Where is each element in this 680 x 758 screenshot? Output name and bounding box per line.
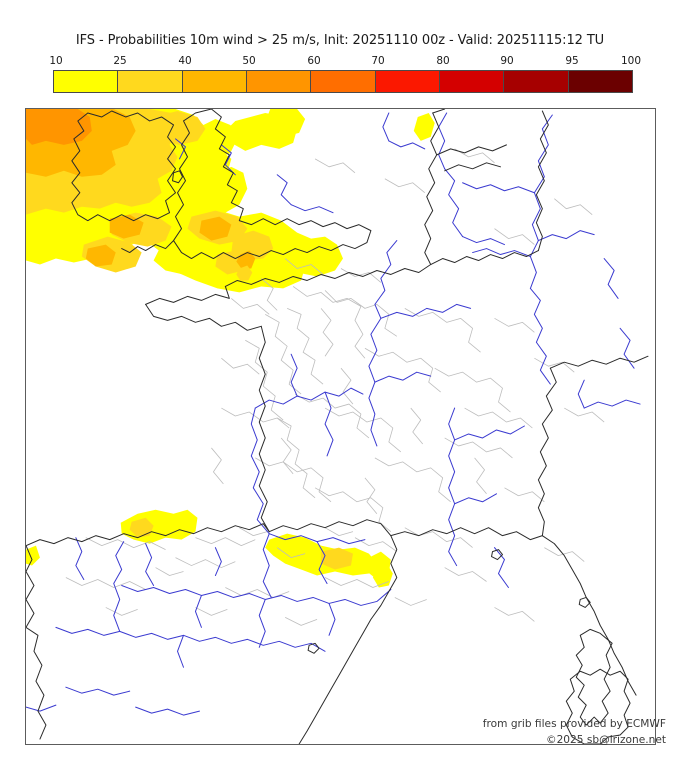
- colorbar-segment-50-60: [246, 71, 312, 92]
- border-alps: [537, 367, 557, 537]
- colorbar-tick-4: 60: [307, 55, 321, 67]
- colorbar-segment-10-25: [54, 71, 119, 92]
- coastline-netherlands: [432, 109, 446, 114]
- contour-fill-25-north-sea-patch: [267, 109, 306, 137]
- colorbar-scale: [53, 70, 633, 93]
- colorbar-tick-5: 70: [371, 55, 385, 67]
- coastline-france-north: [224, 264, 432, 287]
- coastline-corsica: [575, 628, 613, 726]
- coastline-cornwall: [121, 240, 175, 254]
- contour-fill-50-brittany-hot: [85, 244, 116, 267]
- contour-fill-40-wales-patch: [149, 110, 206, 145]
- colorbar-tick-9: 100: [620, 55, 642, 67]
- coastline-isle-of-man: [172, 170, 184, 184]
- coastline-spain-north: [26, 523, 270, 547]
- contour-fill-40-cantabria-core: [129, 517, 154, 538]
- colorbar-tick-labels: 10 25 40 50 60 70 80 90 95 100: [49, 55, 641, 70]
- coastline-island-small-3: [491, 549, 503, 561]
- colorbar-tick-1: 25: [113, 55, 127, 67]
- coastline-brittany: [145, 285, 230, 305]
- map-canvas[interactable]: [25, 108, 656, 745]
- colorbar-segment-90-95: [504, 71, 569, 92]
- coastline-brittany-south: [145, 303, 262, 331]
- contour-fill-25-netherlands-patch: [413, 112, 435, 141]
- colorbar: 10 25 40 50 60 70 80 90 95 100: [49, 55, 641, 93]
- coastline-sardinia: [565, 668, 631, 744]
- colorbar-segment-95-100: [568, 71, 632, 92]
- contour-fill-40-armorican-spot: [236, 265, 253, 281]
- colorbar-tick-6: 80: [436, 55, 450, 67]
- coastline-great-britain: [173, 109, 372, 260]
- contour-fill-25-galicia-edge: [26, 545, 40, 566]
- map-graphics: [26, 109, 649, 744]
- colorbar-segment-40-50: [182, 71, 247, 92]
- colorbar-tick-8: 95: [565, 55, 579, 67]
- border-benelux: [430, 250, 539, 266]
- coastline-galicia: [26, 545, 35, 628]
- contour-fill-50-ireland-core: [109, 214, 144, 239]
- contour-fill-50-channel-hot: [236, 250, 256, 269]
- coastline-island-small-4: [307, 642, 320, 654]
- colorbar-tick-7: 90: [500, 55, 514, 67]
- colorbar-segment-25-40: [118, 71, 183, 92]
- coastline-biscay: [258, 325, 270, 533]
- page-title: IFS - Probabilities 10m wind > 25 m/s, I…: [75, 33, 605, 48]
- contour-fill-25-irish-sea-small: [203, 150, 232, 177]
- coastline-island-small-2: [578, 596, 591, 608]
- coastline-spain-east: [298, 535, 398, 744]
- contour-fill-40-channel-core: [231, 230, 274, 261]
- contour-fill-60-atlantic-core: [26, 109, 92, 145]
- coastline-france-south: [390, 527, 543, 541]
- colorbar-segment-80-90: [439, 71, 505, 92]
- probability-contour-layer: [26, 109, 435, 588]
- colorbar-segment-60-70: [311, 71, 376, 92]
- border-portugal: [26, 626, 47, 740]
- river-layer: [26, 112, 641, 716]
- border-germany-west: [535, 110, 549, 252]
- contour-fill-50-cornwall-core: [199, 216, 232, 241]
- coastline-italy-nw: [541, 535, 637, 696]
- colorbar-tick-3: 50: [242, 55, 256, 67]
- colorbar-tick-2: 40: [178, 55, 192, 67]
- contour-fill-40-pyrenees-core: [321, 547, 353, 570]
- coastline-ireland: [71, 110, 177, 222]
- colorbar-segment-70-80: [375, 71, 440, 92]
- colorbar-tick-0: 10: [49, 55, 63, 67]
- coastline-layer: [26, 109, 649, 744]
- border-pyrenees: [268, 519, 392, 537]
